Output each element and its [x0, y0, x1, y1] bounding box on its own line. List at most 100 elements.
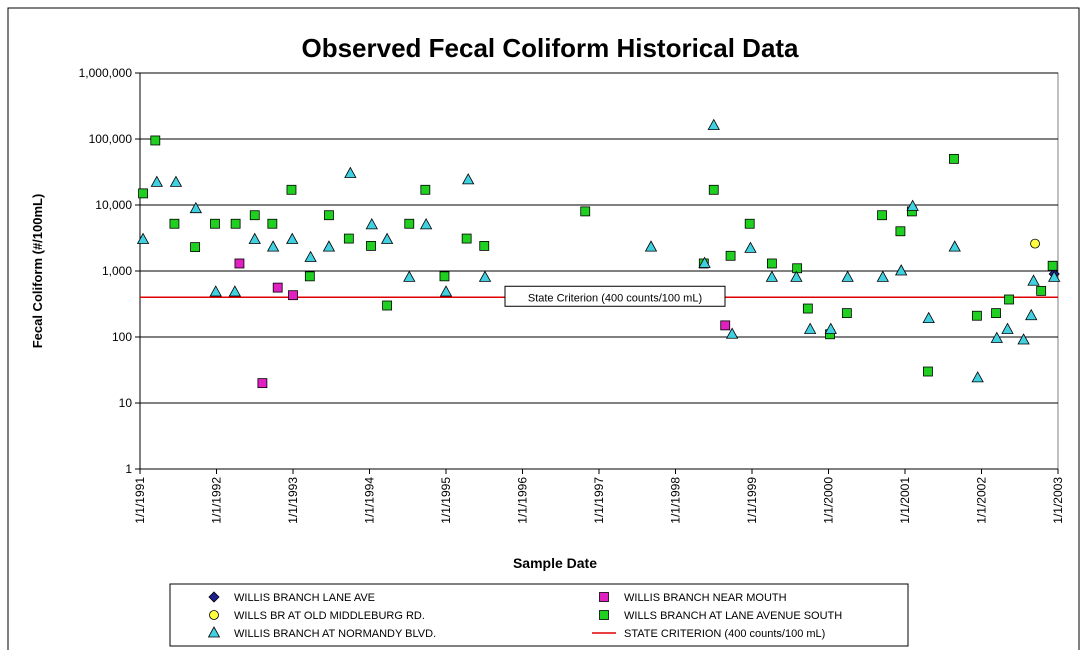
point [802, 303, 813, 314]
point [403, 270, 416, 282]
point [923, 366, 933, 377]
point [876, 270, 889, 282]
y-tick-label: 1 [125, 462, 132, 476]
point [895, 226, 906, 237]
point [744, 241, 757, 253]
point [344, 166, 357, 178]
point [824, 322, 837, 334]
point [366, 241, 376, 251]
point [766, 258, 777, 269]
x-tick-label: 1/1/1992 [210, 477, 224, 524]
point [324, 210, 334, 221]
legend-label: WILLS BRANCH AT LANE AVENUE SOUTH [624, 610, 842, 622]
legend-swatch [599, 610, 609, 620]
point [877, 210, 887, 221]
point [1025, 308, 1038, 321]
x-tick-label: 1/1/1997 [592, 477, 606, 524]
point [707, 118, 720, 130]
x-tick-label: 1/1/2002 [975, 477, 989, 524]
point [439, 285, 453, 297]
point [365, 218, 378, 230]
legend-label: STATE CRITERION (400 counts/100 mL) [624, 628, 825, 640]
point [744, 218, 755, 229]
x-tick-label: 1/1/1994 [363, 477, 377, 524]
point [462, 173, 475, 185]
legend-swatch [208, 591, 220, 603]
y-tick-label: 1,000 [102, 264, 132, 278]
point [382, 300, 392, 311]
legend-label: WILLS BR AT OLD MIDDLEBURG RD. [234, 610, 425, 622]
point [790, 270, 803, 282]
point [189, 201, 203, 214]
y-tick-label: 10 [119, 396, 133, 410]
point [708, 184, 719, 195]
point [322, 240, 336, 252]
point [267, 218, 278, 229]
legend-label: WILLIS BRANCH LANE AVE [234, 592, 375, 604]
point [906, 199, 919, 211]
point [1047, 270, 1061, 282]
chart-title: Observed Fecal Coliform Historical Data [301, 33, 799, 63]
point [150, 175, 164, 187]
point [288, 290, 298, 301]
legend-label: WILLIS BRANCH AT NORMANDY BLVD. [234, 628, 436, 640]
y-tick-label: 1,000,000 [79, 66, 133, 80]
y-tick-label: 100 [112, 330, 132, 344]
x-tick-label: 1/1/1991 [133, 477, 147, 524]
point [479, 241, 490, 251]
point [698, 256, 711, 268]
point [420, 184, 431, 195]
point [991, 308, 1001, 319]
x-tick-label: 1/1/1998 [669, 477, 683, 524]
point [380, 232, 394, 244]
criterion-label: State Criterion (400 counts/100 mL) [528, 292, 702, 304]
point [972, 310, 982, 321]
point [1036, 285, 1047, 296]
legend-swatch [209, 610, 219, 620]
point [841, 270, 854, 282]
point [948, 240, 961, 252]
point [971, 371, 984, 383]
point [949, 153, 959, 164]
point [1017, 333, 1030, 345]
point [190, 242, 200, 253]
point [894, 264, 908, 276]
point [1047, 260, 1058, 271]
point [138, 188, 148, 199]
point [644, 240, 658, 252]
y-tick-label: 100,000 [89, 132, 133, 146]
point [343, 233, 354, 244]
point [257, 378, 268, 389]
point [580, 206, 591, 217]
point [478, 270, 492, 282]
x-tick-label: 1/1/2000 [822, 477, 836, 524]
x-tick-label: 1/1/1999 [745, 477, 759, 524]
point [248, 232, 261, 244]
point [922, 311, 935, 324]
point [286, 184, 297, 195]
x-tick-label: 1/1/2003 [1051, 477, 1065, 524]
point [169, 175, 183, 187]
point [1001, 322, 1014, 334]
point [249, 210, 260, 221]
point [150, 135, 161, 146]
point [1027, 274, 1040, 286]
y-tick-label: 10,000 [95, 198, 132, 212]
point [461, 233, 472, 244]
point [228, 285, 242, 297]
point [803, 322, 817, 334]
point [136, 232, 150, 244]
point [1030, 238, 1040, 249]
point [209, 285, 222, 297]
point [169, 218, 180, 229]
point [286, 232, 299, 244]
point [419, 218, 433, 230]
point [210, 218, 220, 229]
point [720, 320, 731, 331]
y-axis-label: Fecal Coliform (#/100mL) [30, 194, 45, 349]
point [230, 218, 241, 229]
legend [169, 583, 909, 647]
criterion-label-box [504, 285, 726, 307]
point [725, 327, 739, 339]
